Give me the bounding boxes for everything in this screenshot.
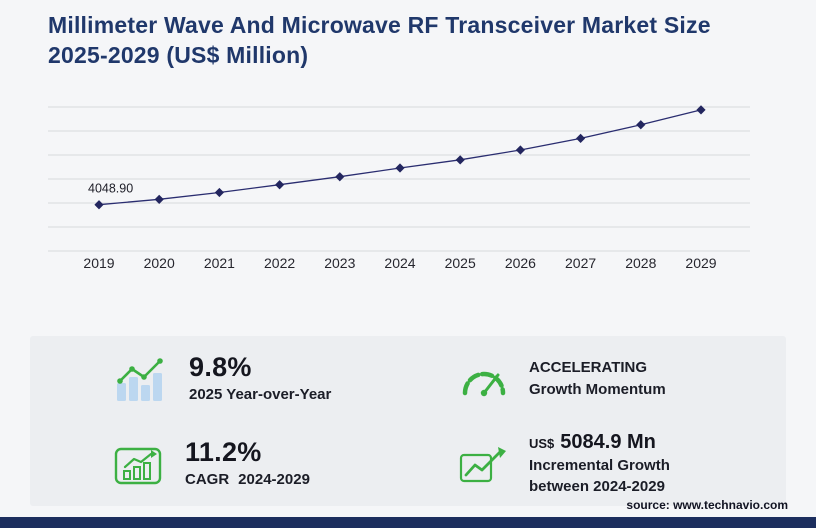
cagr-box-chart-icon [114,447,162,484]
data-point-marker [576,133,586,143]
data-point-marker [275,180,285,190]
data-point-marker [696,105,706,115]
stat-incremental: US$ 5084.9 Mn Incremental Growth between… [412,421,786,506]
stat-momentum: ACCELERATING Growth Momentum [412,336,786,421]
cagr-label-range: 2024-2029 [238,471,310,489]
data-point-marker [455,155,465,165]
data-point-marker [636,120,646,130]
data-point-marker [214,187,224,198]
growth-arrow-icon [459,446,506,482]
x-axis-label: 2028 [625,255,656,271]
x-axis-label: 2024 [384,255,415,271]
incremental-value: 5084.9 Mn [560,430,656,453]
x-axis-label: 2023 [324,255,355,271]
first-point-label: 4048.90 [88,182,133,196]
footer-bar [0,517,816,528]
bar-chart-trend-icon [117,357,163,401]
source-attribution: source: www.technavio.com [626,498,788,512]
data-point-marker [154,194,164,204]
x-axis-label: 2020 [144,255,175,271]
market-size-line-chart: 4048.90 2019 2020 2021 2022 2023 2024 2025 2026 2… [48,105,750,271]
x-axis-label: 2026 [505,255,536,271]
x-axis-label: 2025 [445,255,476,271]
page-title: Millimeter Wave And Microwave RF Transce… [48,12,711,69]
cagr-label-prefix: CAGR [185,471,230,489]
stat-cagr: 11.2% CAGR 2024-2029 [30,421,412,506]
data-point-marker [395,163,405,173]
data-point-marker [335,172,345,182]
data-point-marker [94,200,104,210]
stat-yoy: 9.8% 2025 Year-over-Year [30,336,412,421]
x-axis-label: 2027 [565,255,596,271]
trend-line [98,109,702,206]
x-axis-label: 2021 [204,255,235,271]
incremental-line2: between 2024-2029 [529,478,665,495]
incremental-value-row: US$ 5084.9 Mn [529,431,670,454]
cagr-label: CAGR 2024-2029 [185,470,310,490]
incremental-line1: Incremental Growth [529,456,670,474]
data-point-marker [515,145,525,155]
incremental-currency: US$ [529,435,555,451]
x-axis-label: 2029 [685,255,716,271]
speedometer-icon [462,371,506,396]
x-axis-label: 2022 [264,255,295,271]
momentum-line1: ACCELERATING [529,359,648,376]
yoy-label: 2025 Year-over-Year [189,386,332,404]
yoy-value: 9.8% [189,352,252,383]
cagr-value: 11.2% [185,437,262,468]
x-axis-label: 2019 [83,255,114,271]
momentum-line2: Growth Momentum [529,380,666,398]
stats-panel: 9.8% 2025 Year-over-Year ACCELERATING Gr… [30,336,786,506]
